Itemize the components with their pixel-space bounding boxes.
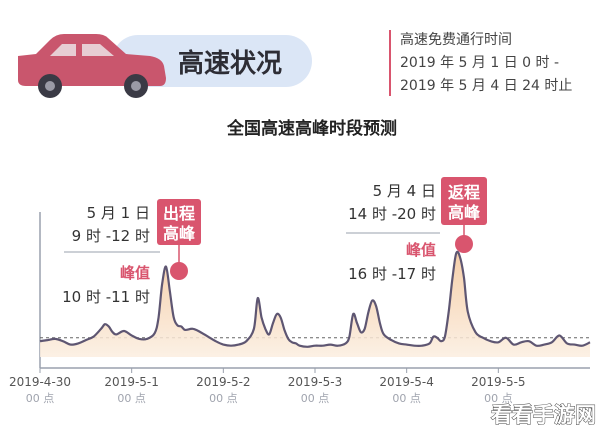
- outbound-peak-time: 10 时 -11 时: [62, 288, 150, 306]
- return-tag-line-1: 返程: [448, 183, 480, 202]
- x-tick-label-date: 2019-4-30: [9, 375, 71, 389]
- x-tick-label-date: 2019-5-5: [471, 375, 525, 389]
- x-tick-label-date: 2019-5-2: [196, 375, 250, 389]
- outbound-tag: [157, 199, 201, 245]
- outbound-window-time: 9 时 -12 时: [72, 227, 150, 245]
- outbound-tag-line-1: 出程: [163, 204, 195, 223]
- return-tag-line-2: 高峰: [448, 203, 481, 222]
- outbound-peak-label: 峰值: [120, 264, 150, 282]
- return-window-time: 14 时 -20 时: [348, 205, 436, 223]
- return-peak-label: 峰值: [406, 241, 436, 259]
- watermark: 看看手游网: [491, 403, 596, 427]
- car-icon: [18, 34, 166, 98]
- outbound-window-date: 5 月 1 日: [87, 204, 150, 222]
- note-line-1: 高速免费通行时间: [400, 31, 512, 48]
- return-annotation: 5 月 4 日 14 时 -20 时 返程 高峰 峰值 16 时 -17 时: [346, 177, 487, 283]
- x-tick-label-time: 00 点: [26, 392, 55, 405]
- x-tick-label-time: 00 点: [301, 392, 330, 405]
- outbound-annotation: 5 月 1 日 9 时 -12 时 出程 高峰 峰值 10 时 -11 时: [62, 199, 201, 306]
- return-peak-time: 16 时 -17 时: [348, 265, 436, 283]
- x-tick-label-time: 00 点: [117, 392, 146, 405]
- header: 高速状况 高速免费通行时间 2019 年 5 月 1 日 0 时 - 2019 …: [18, 30, 572, 98]
- x-tick-label-time: 00 点: [392, 392, 421, 405]
- outbound-tag-line-2: 高峰: [163, 224, 196, 243]
- x-tick-label-date: 2019-5-4: [379, 375, 433, 389]
- return-tag: [441, 177, 487, 225]
- x-tick-label-time: 00 点: [484, 392, 513, 405]
- plot-area: 2019-4-30 00 点 2019-5-1 00 点 2019-5-2 00 点 201…: [9, 212, 591, 405]
- x-tick-label-time: 00 点: [209, 392, 238, 405]
- note-line-2: 2019 年 5 月 1 日 0 时 -: [400, 55, 559, 71]
- x-tick-group: 2019-4-30 00 点 2019-5-1 00 点 2019-5-2 00 点 201…: [9, 368, 526, 405]
- outbound-peak-marker: [170, 262, 188, 280]
- x-tick-label-date: 2019-5-1: [104, 375, 158, 389]
- return-peak-marker: [455, 235, 473, 253]
- return-window-date: 5 月 4 日: [373, 182, 436, 200]
- badge-title: 高速状况: [178, 48, 282, 79]
- note-line-3: 2019 年 5 月 4 日 24 时止: [400, 78, 572, 94]
- x-tick-label-date: 2019-5-3: [288, 375, 342, 389]
- chart-title: 全国高速高峰时段预测: [226, 118, 397, 139]
- series-line: [39, 250, 591, 348]
